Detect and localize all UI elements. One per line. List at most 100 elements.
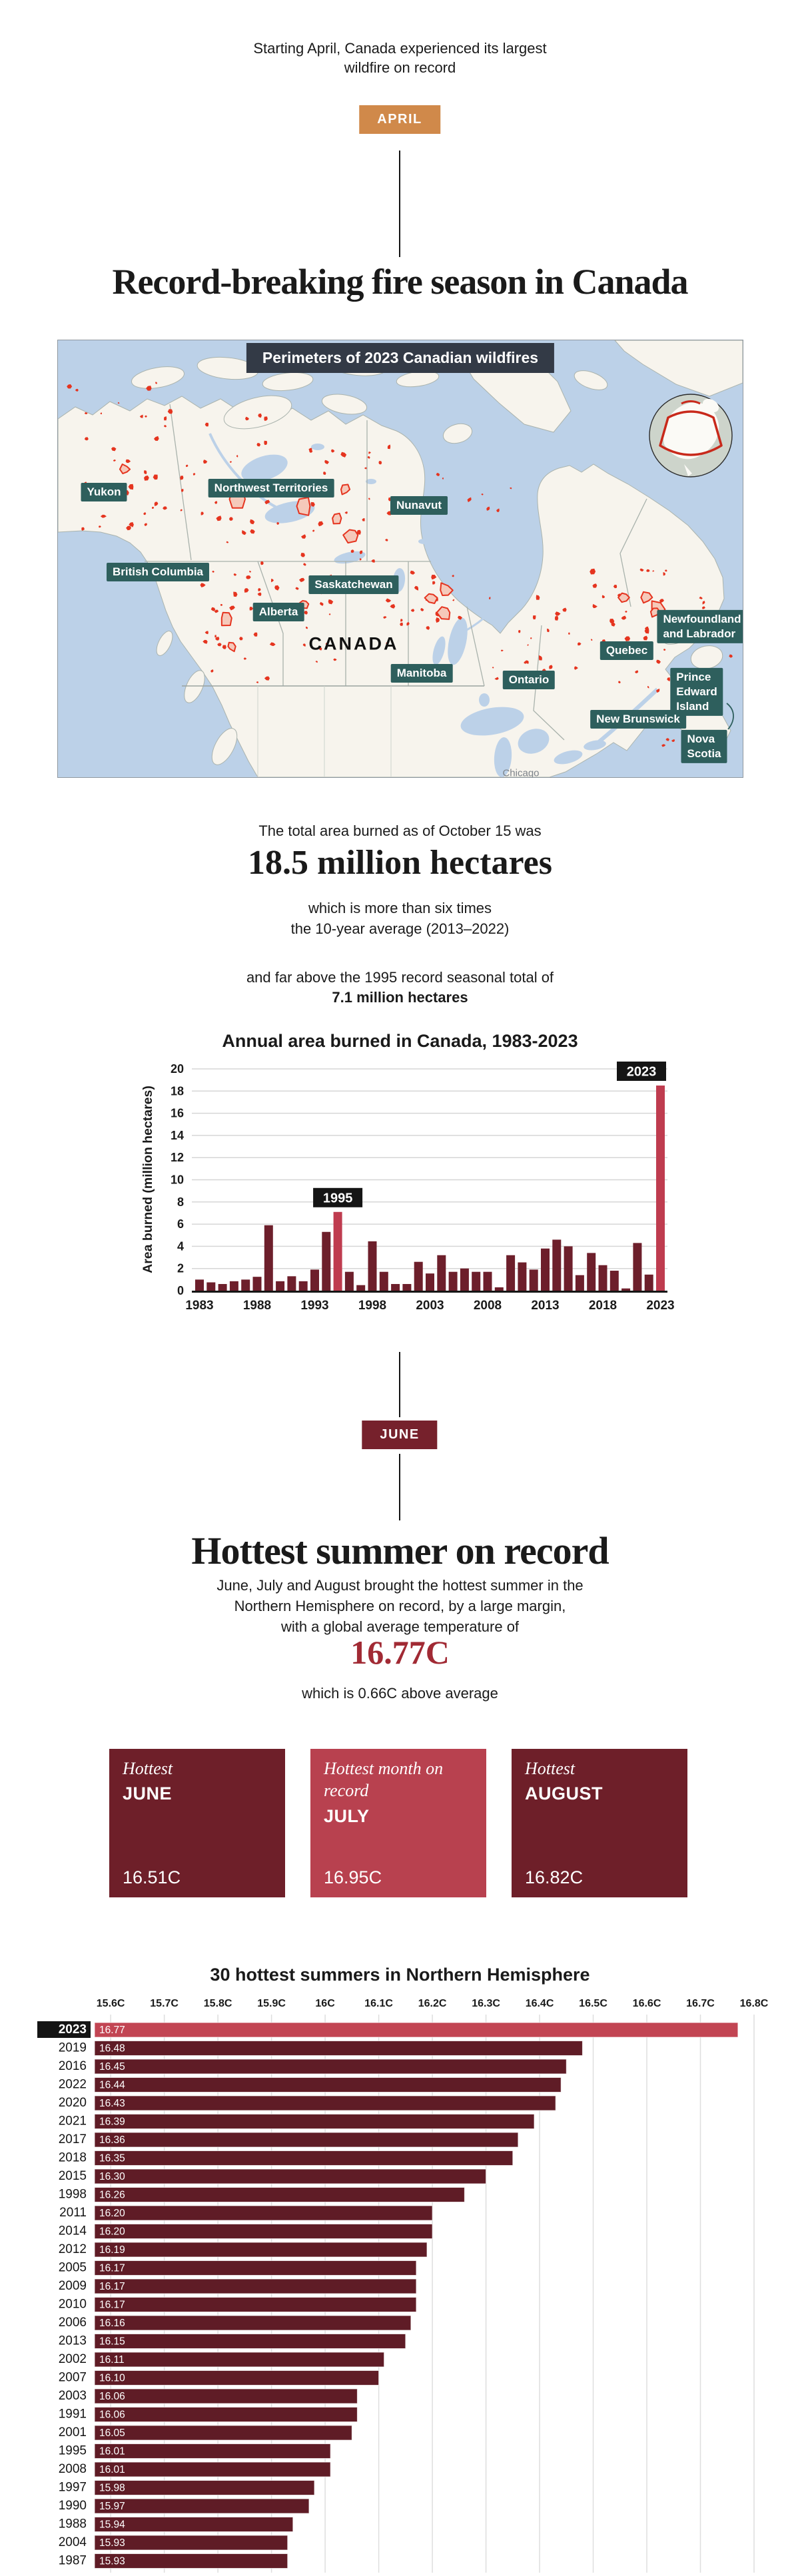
year-label-1990: 1990 [59, 2499, 87, 2513]
hottest-summers-chart-title: 30 hottest summers in Northern Hemispher… [210, 1965, 590, 1985]
fire-perimeter [621, 615, 627, 620]
fire-perimeter [644, 626, 649, 631]
fire-perimeter [264, 440, 268, 446]
year-label-2010: 2010 [59, 2298, 87, 2312]
summer-para-line-3: with a global average temperature of [280, 1618, 520, 1635]
fire-perimeter [299, 577, 305, 583]
temperature-note: which is 0.66C above average [302, 1685, 498, 1702]
fire-perimeter [350, 549, 354, 553]
province-label-ontario: Ontario [502, 670, 556, 690]
fire-perimeter [154, 501, 159, 506]
fire-perimeter [276, 522, 280, 525]
fire-perimeter [452, 575, 454, 577]
bar-2003 [94, 2388, 358, 2404]
fire-perimeter [592, 603, 598, 609]
fire-perimeter [203, 460, 208, 464]
summer-section-title: Hottest summer on record [191, 1529, 609, 1572]
bar-2009 [494, 1287, 504, 1291]
province-label-alberta: Alberta [252, 602, 304, 622]
year-label-2023: 2023 [59, 2023, 87, 2037]
fire-perimeter [274, 585, 280, 591]
fire-perimeter [304, 611, 308, 615]
fire-perimeter [212, 571, 214, 573]
fire-perimeter [371, 559, 375, 563]
bar-1994 [322, 1231, 331, 1291]
bar-1998 [368, 1241, 377, 1291]
map-extent-outline [659, 410, 723, 456]
bar-value-label: 16.30 [99, 2171, 125, 2182]
fire-perimeter [489, 597, 491, 599]
fire-perimeter [318, 521, 324, 527]
fire-perimeter [340, 452, 347, 458]
intro-line-2: wildfire on record [344, 59, 456, 76]
fire-perimeter [592, 583, 598, 588]
fire-perimeter [385, 539, 388, 541]
city-label-chicago: Chicago [502, 767, 540, 778]
fire-perimeter [646, 569, 650, 572]
fire-perimeter [249, 607, 253, 611]
x-tick-label: 16.7C [686, 1998, 715, 2009]
fire-perimeter [643, 635, 648, 641]
fire-perimeter [663, 572, 665, 576]
fire-perimeter [222, 645, 226, 649]
fire-perimeter [216, 515, 222, 521]
fire-perimeter [400, 622, 403, 626]
bar-value-label: 15.94 [99, 2519, 125, 2531]
fire-perimeter [436, 473, 440, 476]
fire-perimeter [200, 583, 206, 587]
x-tick-label: 15.8C [204, 1998, 232, 2009]
fire-perimeter [383, 616, 387, 619]
bar-1990 [94, 2498, 310, 2514]
fire-perimeter [624, 636, 631, 641]
year-label-2014: 2014 [59, 2224, 87, 2238]
year-label-1997: 1997 [59, 2481, 87, 2495]
bar-2012 [529, 1269, 538, 1291]
bar-2015 [94, 2168, 487, 2184]
card-june-tag: Hottest [123, 1759, 173, 1778]
fire-perimeter [143, 512, 147, 515]
card-july-tag: Hottest month on record [324, 1759, 444, 1800]
x-tick-label: 1998 [358, 1299, 386, 1313]
bar-value-label: 16.17 [99, 2300, 125, 2311]
fire-perimeter [301, 534, 306, 539]
fire-perimeter [303, 563, 306, 566]
fire-perimeter [296, 497, 311, 516]
bar-1997 [94, 2480, 315, 2495]
fire-perimeter [562, 607, 567, 612]
fire-perimeter [440, 582, 454, 596]
card-august-month: AUGUST [525, 1783, 603, 1803]
x-tick-label: 16.3C [472, 1998, 500, 2009]
province-label-quebec: Quebec [600, 641, 654, 661]
bar-1995 [333, 1211, 342, 1291]
fire-perimeter [310, 501, 315, 507]
fire-perimeter [661, 744, 666, 747]
stat-lead: The total area burned as of October 15 w… [258, 822, 542, 839]
fire-perimeter [260, 561, 264, 565]
fire-perimeter [214, 609, 219, 613]
fire-perimeter [664, 569, 667, 572]
bar-1987 [241, 1279, 250, 1291]
fire-perimeter [154, 436, 159, 441]
bar-2003 [426, 1273, 434, 1291]
bar-2019 [609, 1271, 619, 1291]
year-label-2009: 2009 [59, 2279, 87, 2293]
bar-value-label: 16.11 [99, 2354, 125, 2366]
fire-perimeter [214, 635, 216, 638]
fire-perimeter [210, 607, 216, 611]
y-tick-label: 16 [171, 1107, 184, 1120]
year-label-2002: 2002 [59, 2352, 87, 2366]
fire-perimeter [368, 452, 371, 454]
fire-perimeter [364, 467, 367, 470]
bar-1993 [310, 1269, 319, 1291]
fire-perimeter [387, 444, 391, 450]
bar-2014 [94, 2224, 433, 2239]
fire-perimeter [256, 681, 258, 683]
fire-perimeter [264, 416, 268, 421]
bar-value-label: 16.05 [99, 2427, 125, 2439]
fire-perimeter [215, 637, 220, 641]
province-borders [145, 404, 647, 777]
fire-perimeter [554, 615, 559, 621]
fire-perimeter [424, 593, 438, 604]
x-tick-label: 15.9C [257, 1998, 286, 2009]
bar-value-label: 16.06 [99, 2410, 125, 2421]
